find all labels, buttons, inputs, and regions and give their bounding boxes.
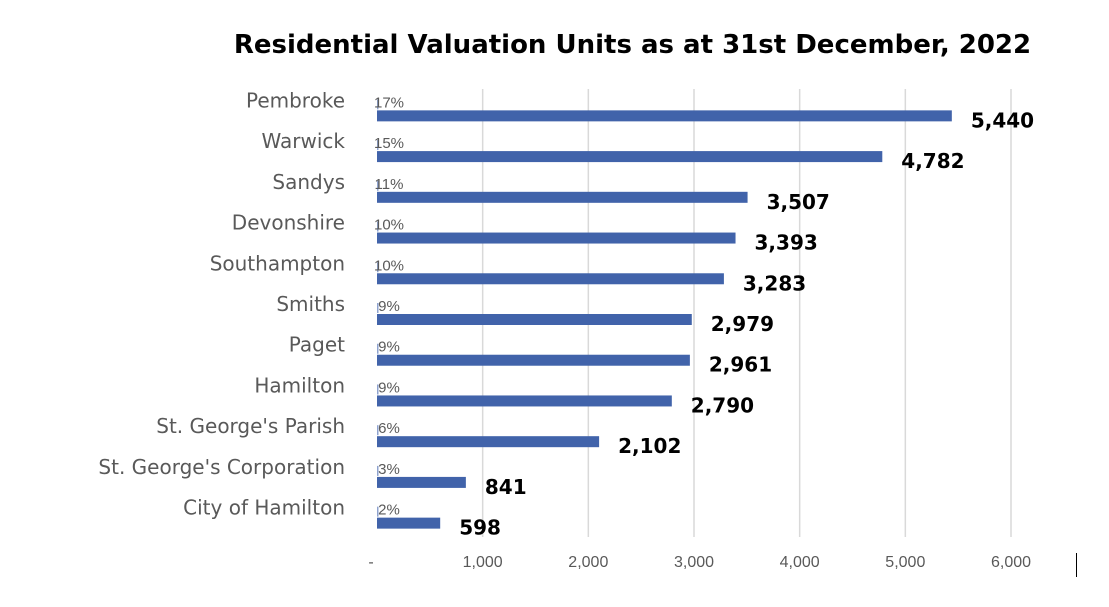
x-tick-label: - xyxy=(368,554,373,571)
percent-bar xyxy=(377,425,379,436)
percent-labels: 17% 15% 11% 10% 10% 9% 9% 9% 6% 3% 2% xyxy=(374,94,404,518)
percent-bar xyxy=(377,465,379,476)
category-labels: Pembroke Warwick Sandys Devonshire Southampt… xyxy=(98,88,345,519)
bar xyxy=(377,517,441,529)
category-label: City of Hamilton xyxy=(183,496,345,520)
category-label: Pembroke xyxy=(246,88,345,112)
bars xyxy=(377,99,952,529)
percent-bar xyxy=(377,140,379,151)
bar xyxy=(377,232,736,244)
x-tick-label: 5,000 xyxy=(885,554,925,571)
value-label: 598 xyxy=(459,516,501,540)
value-label: 2,961 xyxy=(709,353,772,377)
category-label: Warwick xyxy=(262,129,346,153)
chart-title: Residential Valuation Units as at 31st D… xyxy=(233,30,1032,60)
percent-label: 9% xyxy=(378,379,400,396)
percent-label: 6% xyxy=(378,420,400,437)
percent-bar xyxy=(377,221,379,232)
value-label: 3,393 xyxy=(755,231,818,255)
bar xyxy=(377,151,883,163)
value-label: 3,507 xyxy=(767,190,830,214)
value-label: 2,790 xyxy=(691,393,754,417)
x-tick-label: 6,000 xyxy=(991,554,1031,571)
gridlines xyxy=(481,89,1012,537)
bar xyxy=(377,436,600,448)
x-tick-label: 3,000 xyxy=(674,554,714,571)
percent-bar xyxy=(377,343,379,354)
percent-label: 2% xyxy=(378,502,400,519)
value-label: 5,440 xyxy=(971,108,1034,132)
value-label: 4,782 xyxy=(901,149,964,173)
category-label: St. George's Corporation xyxy=(98,455,345,479)
category-label: Hamilton xyxy=(254,373,345,397)
bar xyxy=(377,314,692,325)
category-label: Smiths xyxy=(276,292,345,316)
percent-label: 9% xyxy=(378,339,400,356)
category-label: Paget xyxy=(289,333,345,357)
x-tick-label: 2,000 xyxy=(568,554,608,571)
percent-bar xyxy=(377,384,379,395)
bar xyxy=(377,273,724,285)
edge-mark xyxy=(1076,553,1077,577)
category-label: Devonshire xyxy=(232,211,345,235)
bar xyxy=(377,476,466,488)
bar xyxy=(377,110,952,122)
category-label: Southampton xyxy=(210,251,345,275)
value-label: 3,283 xyxy=(743,271,806,295)
category-label: Sandys xyxy=(272,170,345,194)
percent-label: 9% xyxy=(378,298,400,315)
percent-label: 15% xyxy=(374,135,404,152)
percent-label: 10% xyxy=(374,257,404,274)
x-axis-ticks: - 1,000 2,000 3,000 4,000 5,000 6,000 xyxy=(368,554,1031,571)
bar xyxy=(377,191,748,203)
bar xyxy=(377,354,690,366)
value-label: 2,979 xyxy=(711,312,774,336)
bar xyxy=(377,395,672,407)
percent-label: 17% xyxy=(374,94,404,111)
value-label: 841 xyxy=(485,475,527,499)
x-tick-label: 4,000 xyxy=(780,554,820,571)
value-label: 2,102 xyxy=(618,434,681,458)
percent-label: 10% xyxy=(374,217,404,234)
percent-label: 3% xyxy=(378,461,400,478)
percent-bar xyxy=(377,99,379,110)
x-tick-label: 1,000 xyxy=(463,554,503,571)
percent-label: 11% xyxy=(375,176,404,193)
category-label: St. George's Parish xyxy=(156,414,345,438)
percent-bar xyxy=(377,180,379,191)
percent-bar xyxy=(377,506,379,517)
percent-bar xyxy=(377,303,379,313)
percent-bar xyxy=(377,262,379,273)
value-labels: 5,440 4,782 3,507 3,393 3,283 2,979 2,961 2,790… xyxy=(459,108,1034,539)
